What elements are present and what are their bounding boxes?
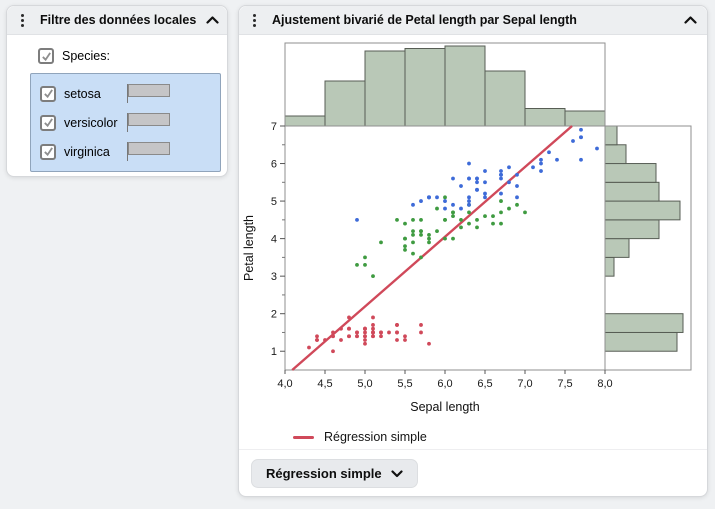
svg-text:1: 1	[271, 346, 277, 358]
regression-menu-button[interactable]: Régression simple	[251, 459, 418, 488]
virginica-checkbox[interactable]	[40, 143, 56, 160]
filter-collapse-button[interactable]	[206, 16, 219, 24]
versicolor-label[interactable]: versicolor	[64, 115, 118, 130]
svg-text:6,5: 6,5	[477, 378, 492, 390]
filter-menu-icon[interactable]	[19, 12, 26, 29]
species-group-row: Species:	[38, 48, 227, 64]
svg-text:Sepal length: Sepal length	[410, 400, 480, 414]
regression-line	[291, 125, 573, 371]
species-filter-box: setosa versicolor virginica	[30, 73, 221, 172]
species-group-checkbox[interactable]	[38, 48, 54, 64]
bivariate-fit-panel: Ajustement bivarié de Petal length par S…	[238, 5, 708, 497]
svg-text:5,5: 5,5	[397, 378, 412, 390]
svg-text:Petal length: Petal length	[242, 215, 256, 281]
chevron-down-icon	[391, 469, 403, 477]
svg-text:4: 4	[271, 234, 277, 246]
svg-text:7,5: 7,5	[557, 378, 572, 390]
regression-menu-label: Régression simple	[266, 466, 382, 481]
report-body: 4,0 4,5 5,0 5,5 6,0 6,5 7,0 7,5 8,0 1 2 3 4 5 6 7 Sepal …	[239, 35, 707, 496]
virginica-label[interactable]: virginica	[64, 144, 110, 159]
chevron-up-icon	[684, 16, 697, 24]
report-collapse-button[interactable]	[684, 16, 697, 24]
svg-text:7,0: 7,0	[517, 378, 532, 390]
bivariate-scatter-plot[interactable]: 4,0 4,5 5,0 5,5 6,0 6,5 7,0 7,5 8,0 1 2 3 4 5 6 7 Sepal …	[239, 35, 707, 455]
series-virginica	[355, 127, 599, 222]
filter-item-versicolor: versicolor	[40, 113, 220, 132]
svg-text:7: 7	[271, 121, 277, 133]
svg-text:4,5: 4,5	[317, 378, 332, 390]
legend: Régression simple	[293, 430, 427, 444]
svg-text:5,0: 5,0	[357, 378, 372, 390]
versicolor-checkbox[interactable]	[40, 114, 56, 131]
series-setosa	[307, 315, 431, 354]
filter-panel-title: Filtre des données locales	[40, 13, 197, 27]
report-menu-icon[interactable]	[251, 12, 258, 29]
right-histogram	[604, 125, 684, 352]
setosa-label[interactable]: setosa	[64, 86, 101, 101]
footer-divider	[239, 449, 707, 450]
local-data-filter-panel: Filtre des données locales Species: seto…	[6, 5, 228, 177]
svg-text:5: 5	[271, 196, 277, 208]
svg-text:4,0: 4,0	[277, 378, 292, 390]
svg-text:8,0: 8,0	[597, 378, 612, 390]
regression-line-swatch	[293, 435, 314, 439]
svg-text:6: 6	[271, 159, 277, 171]
legend-label: Régression simple	[324, 430, 427, 444]
species-group-label: Species:	[62, 49, 110, 63]
axes: 4,0 4,5 5,0 5,5 6,0 6,5 7,0 7,5 8,0 1 2 3 4 5 6 7 Sepal …	[242, 121, 613, 414]
filter-item-setosa: setosa	[40, 84, 220, 103]
report-panel-title: Ajustement bivarié de Petal length par S…	[272, 13, 577, 27]
chevron-up-icon	[206, 16, 219, 24]
filter-panel-header: Filtre des données locales	[7, 6, 227, 35]
svg-text:3: 3	[271, 271, 277, 283]
check-icon	[41, 51, 51, 61]
check-icon	[43, 147, 53, 157]
svg-text:2: 2	[271, 309, 277, 321]
check-icon	[43, 89, 53, 99]
check-icon	[43, 118, 53, 128]
setosa-checkbox[interactable]	[40, 85, 56, 102]
svg-text:6,0: 6,0	[437, 378, 452, 390]
report-panel-header: Ajustement bivarié de Petal length par S…	[239, 6, 707, 35]
filter-item-virginica: virginica	[40, 142, 220, 161]
